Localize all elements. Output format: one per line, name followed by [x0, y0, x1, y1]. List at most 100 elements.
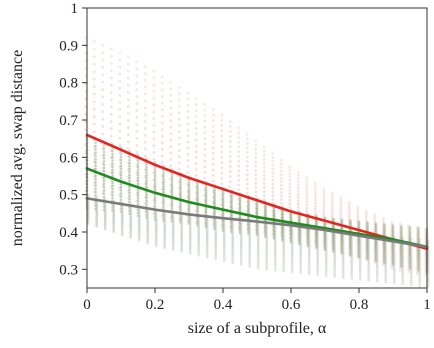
scatter-point: [279, 162, 283, 166]
scatter-point: [323, 246, 327, 250]
scatter-point: [163, 225, 167, 229]
scatter-point: [400, 249, 403, 253]
scatter-point: [367, 267, 371, 271]
scatter-point: [299, 245, 303, 248]
scatter-point: [262, 178, 266, 181]
scatter-point: [154, 214, 158, 217]
scatter-point: [220, 224, 224, 228]
scatter-point: [146, 217, 150, 220]
scatter-point: [230, 228, 233, 232]
scatter-point: [273, 259, 277, 263]
scatter-point: [307, 268, 311, 271]
scatter-point: [322, 222, 326, 226]
scatter-point: [384, 274, 388, 278]
scatter-point: [366, 254, 369, 258]
scatter-point: [211, 173, 215, 177]
scatter-point: [409, 274, 413, 278]
scatter-point: [94, 154, 97, 158]
scatter-point: [135, 95, 139, 99]
scatter-point: [254, 147, 258, 151]
scatter-point: [264, 225, 267, 229]
scatter-point: [398, 228, 402, 232]
scatter-point: [103, 213, 107, 217]
scatter-point: [222, 224, 226, 228]
scatter-point: [272, 216, 276, 220]
scatter-point: [126, 196, 130, 200]
scatter-point: [187, 206, 191, 210]
scatter-point: [256, 244, 260, 248]
scatter-point: [92, 107, 96, 111]
scatter-point: [373, 254, 377, 258]
scatter-point: [347, 205, 351, 209]
scatter-point: [367, 270, 371, 273]
scatter-point: [364, 256, 368, 259]
scatter-point: [415, 226, 419, 229]
scatter-point: [271, 167, 275, 171]
scatter-point: [299, 262, 303, 266]
scatter-point: [408, 247, 412, 251]
scatter-point: [339, 209, 343, 212]
scatter-point: [392, 272, 396, 276]
scatter-point: [315, 222, 318, 226]
scatter-point: [392, 235, 396, 239]
scatter-point: [152, 157, 156, 161]
scatter-point: [136, 165, 140, 168]
scatter-point: [245, 137, 249, 141]
scatter-point: [340, 234, 344, 238]
scatter-point: [239, 231, 243, 235]
scatter-point: [128, 158, 131, 162]
scatter-point: [322, 236, 326, 239]
scatter-point: [95, 209, 99, 213]
scatter-point: [111, 171, 114, 175]
scatter-point: [256, 233, 260, 237]
x-axis-ticks: 0 0.2 0.4 0.6 0.8 1: [83, 288, 431, 313]
scatter-point: [289, 218, 293, 221]
scatter-point: [238, 225, 242, 229]
scatter-point: [143, 175, 147, 178]
scatter-point: [238, 197, 242, 201]
scatter-point: [248, 260, 252, 264]
scatter-point: [306, 232, 310, 236]
scatter-point: [231, 228, 235, 231]
scatter-point: [239, 233, 243, 237]
scatter-point: [179, 214, 182, 217]
scatter-point: [364, 218, 368, 222]
scatter-point: [213, 192, 216, 196]
scatter-point: [373, 222, 377, 226]
scatter-point: [391, 253, 395, 257]
scatter-point: [279, 176, 283, 180]
scatter-point: [214, 221, 218, 225]
scatter-point: [211, 119, 215, 123]
scatter-point: [137, 231, 141, 234]
scatter-point: [94, 194, 97, 198]
scatter-point: [333, 268, 337, 272]
scatter-point: [245, 168, 249, 172]
scatter-point: [179, 190, 182, 194]
scatter-point: [383, 252, 386, 256]
scatter-point: [136, 214, 140, 218]
scatter-point: [180, 244, 184, 248]
scatter-point: [290, 263, 294, 267]
scatter-point: [187, 219, 191, 223]
scatter-point: [262, 182, 266, 185]
scatter-point: [126, 161, 130, 165]
scatter-point: [407, 266, 411, 269]
scatter-point: [390, 227, 394, 230]
scatter-point: [213, 202, 216, 206]
scatter-point: [214, 225, 218, 229]
scatter-point: [333, 250, 337, 254]
scatter-point: [160, 148, 164, 151]
scatter-point: [230, 195, 233, 199]
scatter-point: [145, 179, 148, 183]
scatter-point: [187, 191, 191, 194]
scatter-point: [367, 239, 371, 243]
scatter-point: [262, 214, 266, 218]
scatter-point: [373, 242, 377, 246]
scatter-point: [163, 232, 167, 236]
scatter-point: [102, 189, 106, 192]
scatter-point: [213, 227, 216, 231]
scatter-point: [281, 236, 284, 239]
scatter-point: [153, 188, 157, 191]
y-tick-label: 0.6: [59, 150, 78, 166]
scatter-point: [288, 199, 292, 202]
